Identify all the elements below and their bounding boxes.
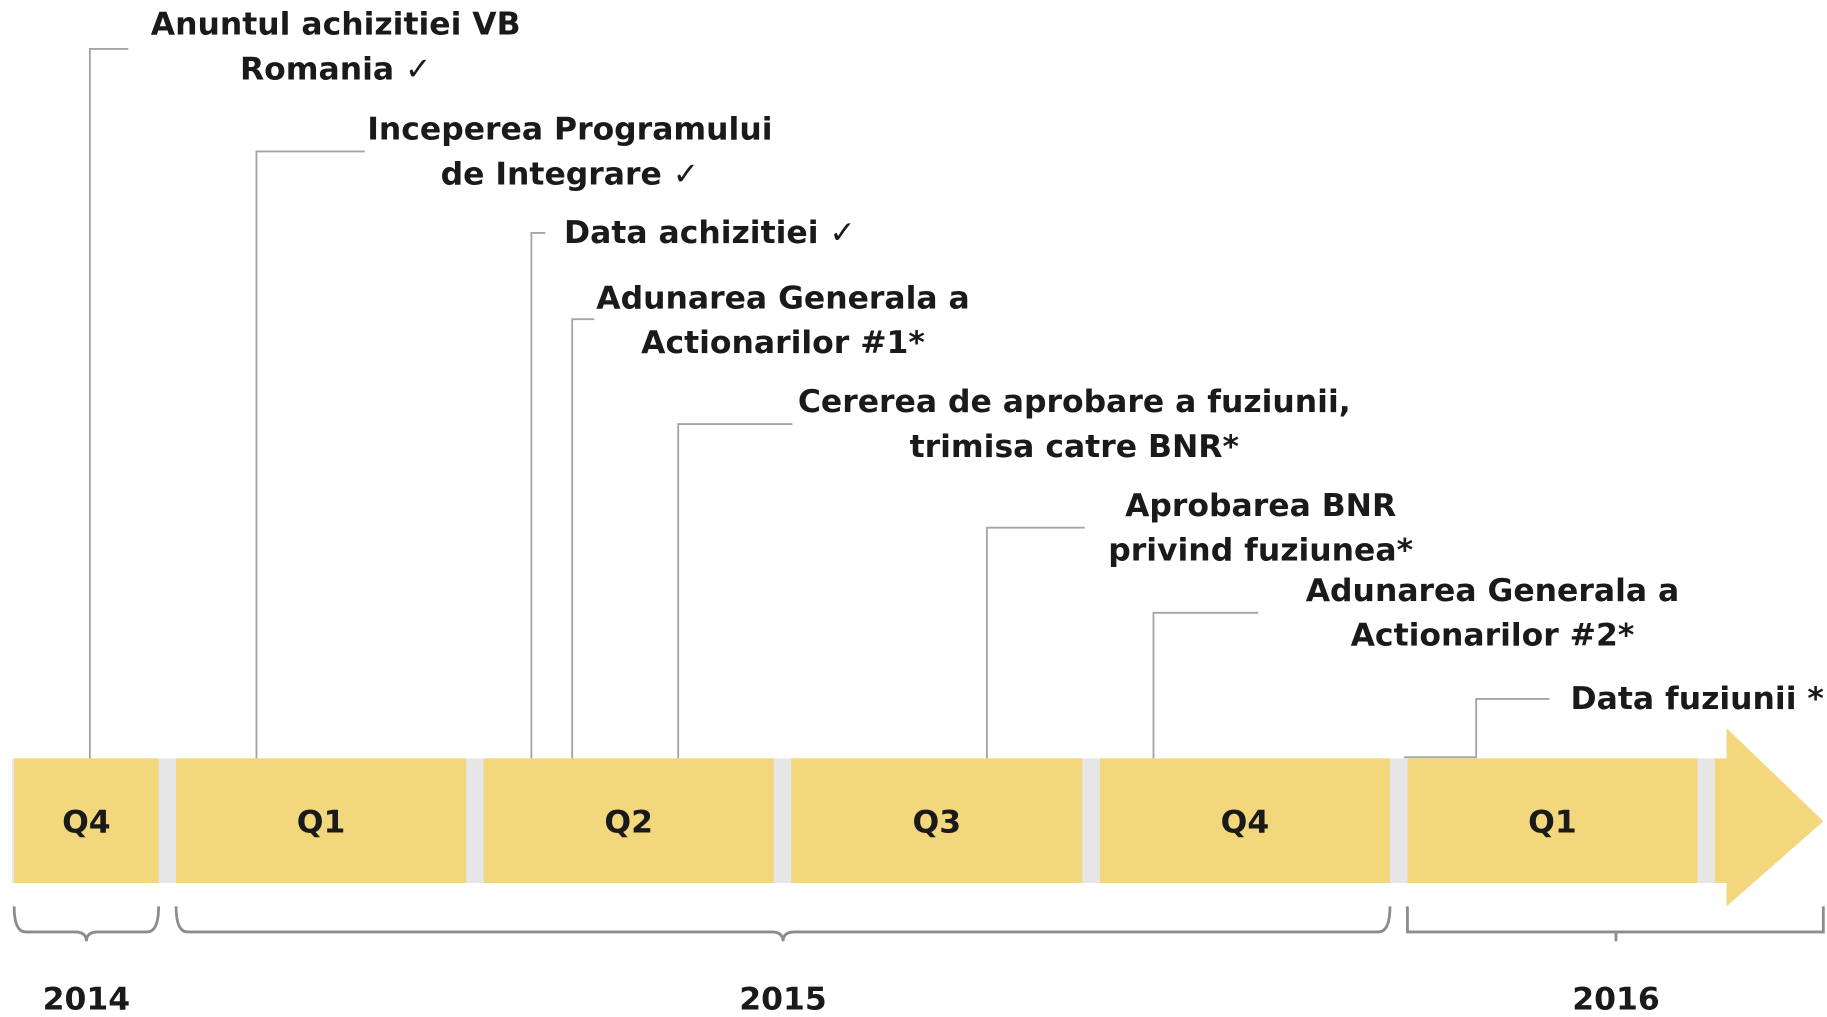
event-label: Romania ✓: [240, 51, 431, 87]
year-brace: [174, 906, 1392, 942]
year-brace: [12, 906, 161, 942]
event-label: Actionarilor #1*: [641, 325, 925, 361]
quarter-segment: [1407, 758, 1698, 884]
connector: [1403, 698, 1550, 759]
connector: [88, 47, 129, 759]
year-label: 2014: [43, 982, 130, 1017]
quarter-segment: [791, 758, 1083, 884]
quarter-label: Q1: [297, 805, 346, 841]
quarter-segment: [1099, 758, 1390, 884]
quarter-segment: [483, 758, 774, 884]
event-label: Data achizitiei ✓: [564, 215, 856, 251]
connector: [985, 526, 1085, 759]
event-label: Data fuziunii *: [1571, 681, 1824, 717]
year-label: 2016: [1572, 982, 1659, 1017]
event-label: Cererea de aprobare a fuziunii,: [798, 384, 1351, 420]
event-label: privind fuziunea*: [1108, 533, 1413, 569]
arrow-head: [1714, 728, 1824, 907]
event-label: Actionarilor #2*: [1351, 618, 1635, 654]
event-label: Anuntul achizitiei VB: [151, 7, 521, 43]
quarter-label: Q2: [604, 805, 653, 841]
connector: [1152, 611, 1259, 759]
event-label: Adunarea Generala a: [1306, 573, 1680, 609]
quarter-label: Q4: [1221, 805, 1270, 841]
connector: [677, 423, 793, 759]
quarter-label: Q4: [62, 805, 111, 841]
event-label: Adunarea Generala a: [596, 280, 970, 316]
connector: [255, 150, 365, 759]
quarter-segment: [176, 758, 467, 884]
connector: [571, 318, 595, 759]
connector: [530, 232, 546, 759]
event-label: Aprobarea BNR: [1125, 488, 1396, 524]
year-brace: [1406, 906, 1825, 942]
event-label: de Integrare ✓: [441, 156, 700, 192]
event-label: Inceperea Programului: [367, 111, 772, 147]
event-label: trimisa catre BNR*: [910, 429, 1239, 465]
year-label: 2015: [739, 982, 827, 1017]
quarter-label: Q1: [1528, 805, 1577, 841]
quarter-label: Q3: [912, 805, 961, 841]
quarter-segment: [14, 758, 159, 884]
